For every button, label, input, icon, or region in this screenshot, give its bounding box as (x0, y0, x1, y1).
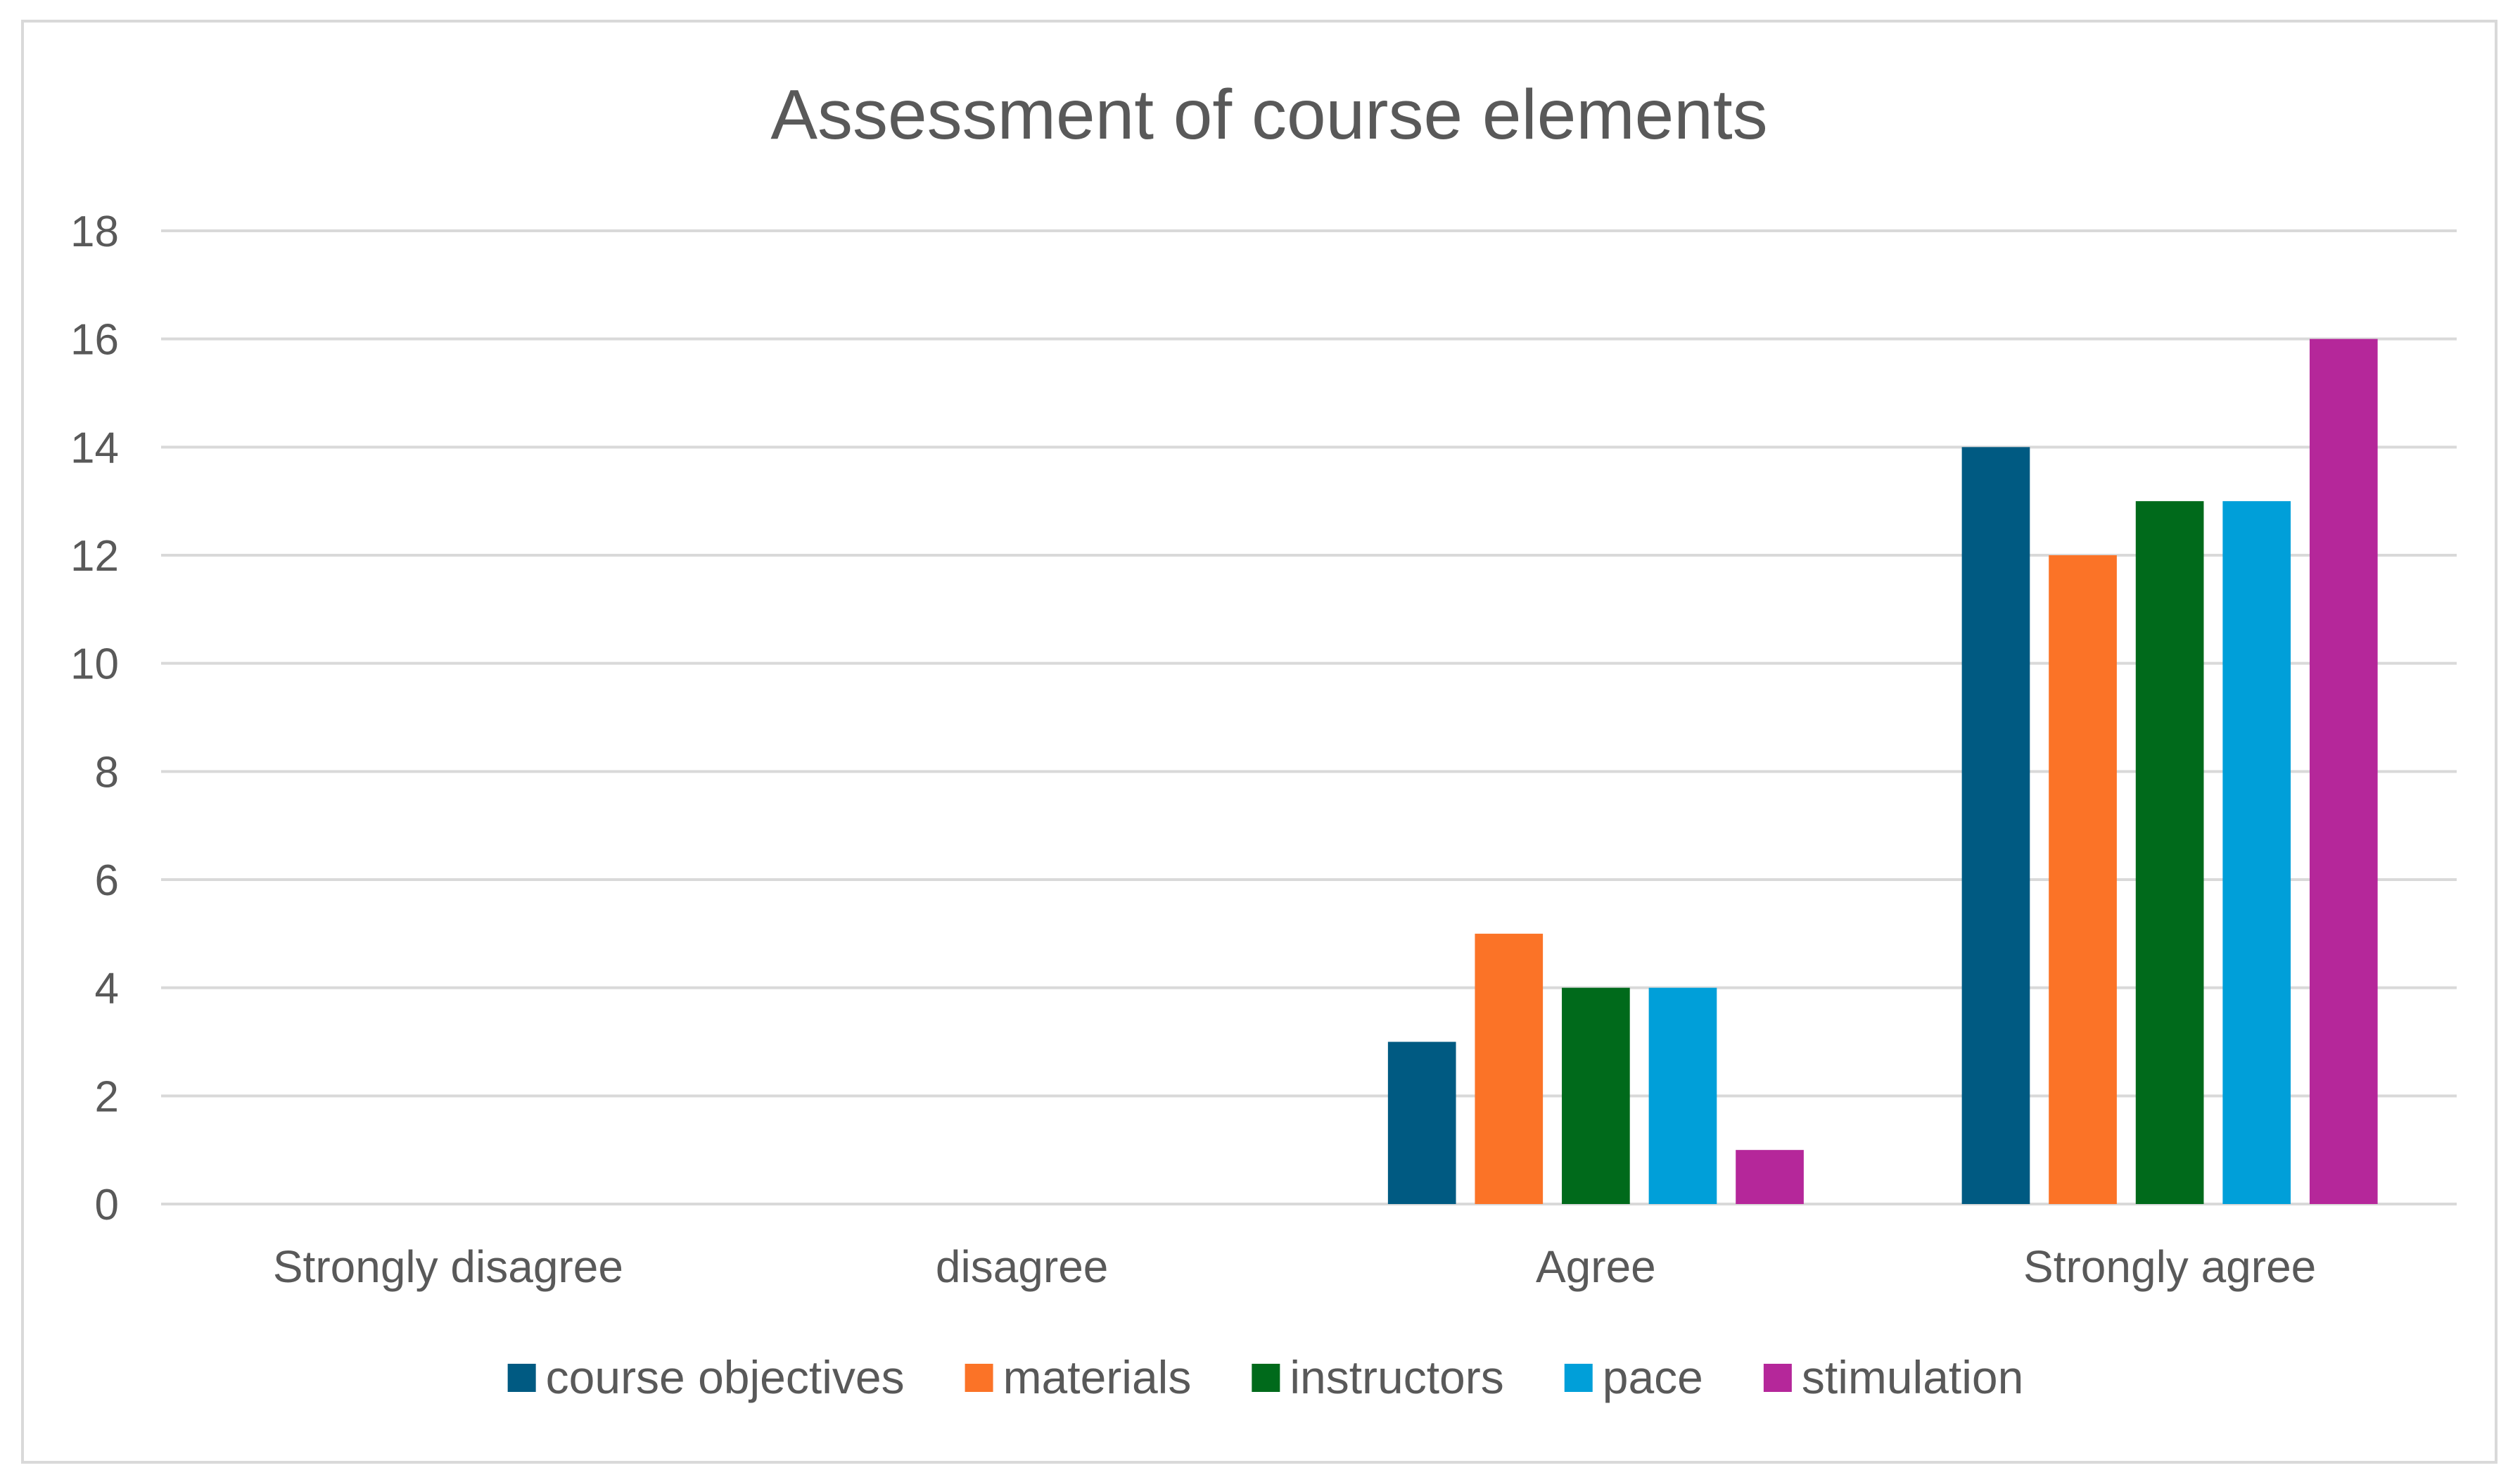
y-tick-label: 18 (70, 208, 119, 256)
y-tick-label: 8 (95, 748, 119, 797)
bar-pace-strongly-agree (2222, 501, 2291, 1204)
x-category-label: Strongly disagree (273, 1241, 623, 1292)
y-tick-label: 4 (95, 965, 119, 1013)
gridlines (161, 229, 2457, 1205)
bars (1387, 338, 2378, 1205)
legend-label: instructors (1290, 1351, 1503, 1403)
y-tick-label: 2 (95, 1072, 119, 1121)
chart-svg: Assessment of course elements 0 2 4 6 8 10 12 1… (70, 75, 2457, 1403)
y-tick-label: 16 (70, 316, 119, 365)
bar-stimulation-agree (1736, 1150, 1804, 1204)
bar-course-objectives-strongly-agree (1961, 447, 2030, 1205)
bar-stimulation-strongly-agree (2309, 338, 2378, 1205)
legend-label: stimulation (1802, 1351, 2023, 1403)
chart-frame: Assessment of course elements 0 2 4 6 8 10 12 1… (21, 20, 2497, 1464)
legend-label: course objectives (546, 1351, 905, 1403)
bar-instructors-strongly-agree (2135, 501, 2204, 1204)
legend-label: pace (1603, 1351, 1703, 1403)
x-category-label: Strongly agree (2023, 1241, 2316, 1292)
x-axis-categories: Strongly disagree disagree Agree Strongly a… (273, 1241, 2316, 1292)
y-tick-label: 0 (95, 1181, 119, 1229)
legend-swatch-stimulation (1763, 1364, 1792, 1392)
legend-swatch-materials (965, 1364, 993, 1392)
chart-title: Assessment of course elements (770, 75, 1767, 154)
x-category-label: Agree (1536, 1241, 1656, 1292)
legend: course objectives materials instructors pac… (507, 1351, 2023, 1403)
bar-materials-agree (1475, 933, 1544, 1204)
legend-swatch-pace (1564, 1364, 1593, 1392)
legend-label: materials (1003, 1351, 1192, 1403)
y-tick-label: 12 (70, 532, 119, 581)
legend-swatch-instructors (1252, 1364, 1280, 1392)
bar-course-objectives-agree (1387, 1041, 1456, 1204)
y-tick-label: 14 (70, 424, 119, 472)
legend-swatch-course-objectives (507, 1364, 536, 1392)
y-tick-label: 10 (70, 640, 119, 689)
y-tick-label: 6 (95, 856, 119, 905)
bar-materials-strongly-agree (2049, 555, 2117, 1204)
y-axis-ticks: 0 2 4 6 8 10 12 14 16 18 (70, 208, 119, 1229)
x-category-label: disagree (936, 1241, 1109, 1292)
bar-pace-agree (1648, 987, 1717, 1204)
bar-instructors-agree (1562, 987, 1630, 1204)
